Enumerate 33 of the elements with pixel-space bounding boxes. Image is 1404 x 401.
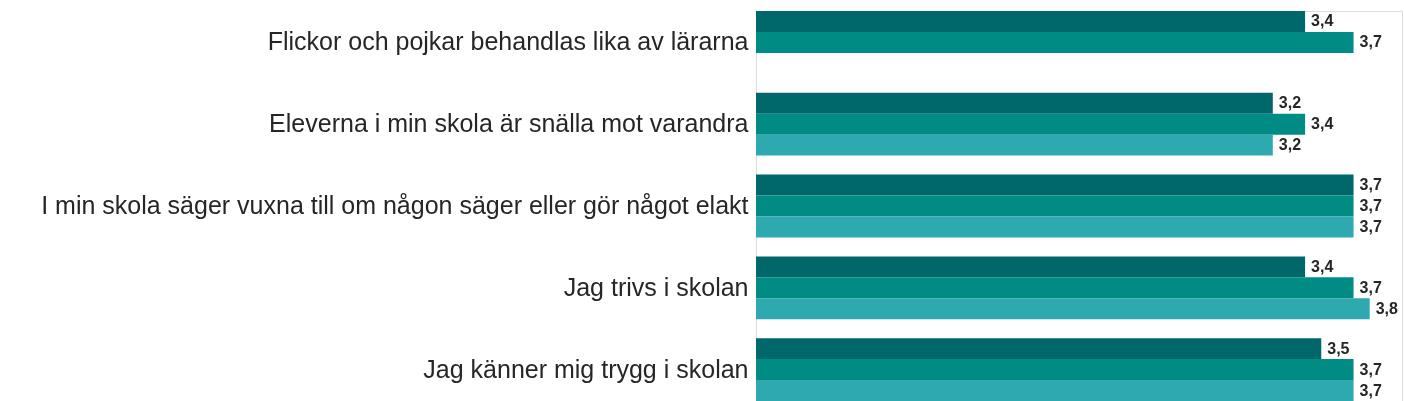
data-label: 3,7 bbox=[1359, 33, 1382, 51]
data-label: 3,5 bbox=[1327, 339, 1350, 357]
bar bbox=[756, 113, 1306, 135]
y-tick-label: I min skola säger vuxna till om någon säger eller gör något elakt bbox=[41, 191, 749, 219]
bar bbox=[756, 31, 1354, 53]
bar bbox=[756, 359, 1354, 381]
data-label: 3,7 bbox=[1359, 381, 1382, 399]
data-label: 3,7 bbox=[1359, 278, 1382, 296]
y-tick-label: Flickor och pojkar behandlas lika av lärarna bbox=[267, 27, 749, 56]
bar bbox=[756, 92, 1273, 114]
y-tick-label: Jag trivs i skolan bbox=[563, 272, 749, 301]
bar bbox=[756, 380, 1354, 401]
bar bbox=[756, 256, 1306, 278]
data-label: 3,7 bbox=[1359, 197, 1382, 214]
data-label: 3,8 bbox=[1375, 299, 1399, 317]
data-label: 3,4 bbox=[1311, 12, 1334, 30]
bar bbox=[756, 174, 1354, 196]
bar bbox=[756, 134, 1273, 156]
data-label: 3,2 bbox=[1278, 94, 1302, 112]
bar bbox=[756, 298, 1370, 320]
data-label: 3,4 bbox=[1311, 257, 1334, 275]
data-label: 3,7 bbox=[1359, 360, 1382, 378]
bar bbox=[756, 338, 1322, 360]
bar bbox=[756, 277, 1354, 299]
bar bbox=[756, 195, 1354, 217]
bar bbox=[756, 216, 1354, 238]
y-tick-label: Eleverna i min skola är snälla mot varandra bbox=[269, 109, 749, 138]
data-label: 3,7 bbox=[1359, 217, 1382, 235]
data-label: 3,2 bbox=[1278, 136, 1302, 154]
y-tick-label: Jag känner mig trygg i skolan bbox=[423, 354, 749, 383]
data-label: 3,4 bbox=[1311, 115, 1334, 133]
data-label: 3,7 bbox=[1359, 176, 1382, 194]
bar bbox=[756, 11, 1306, 32]
